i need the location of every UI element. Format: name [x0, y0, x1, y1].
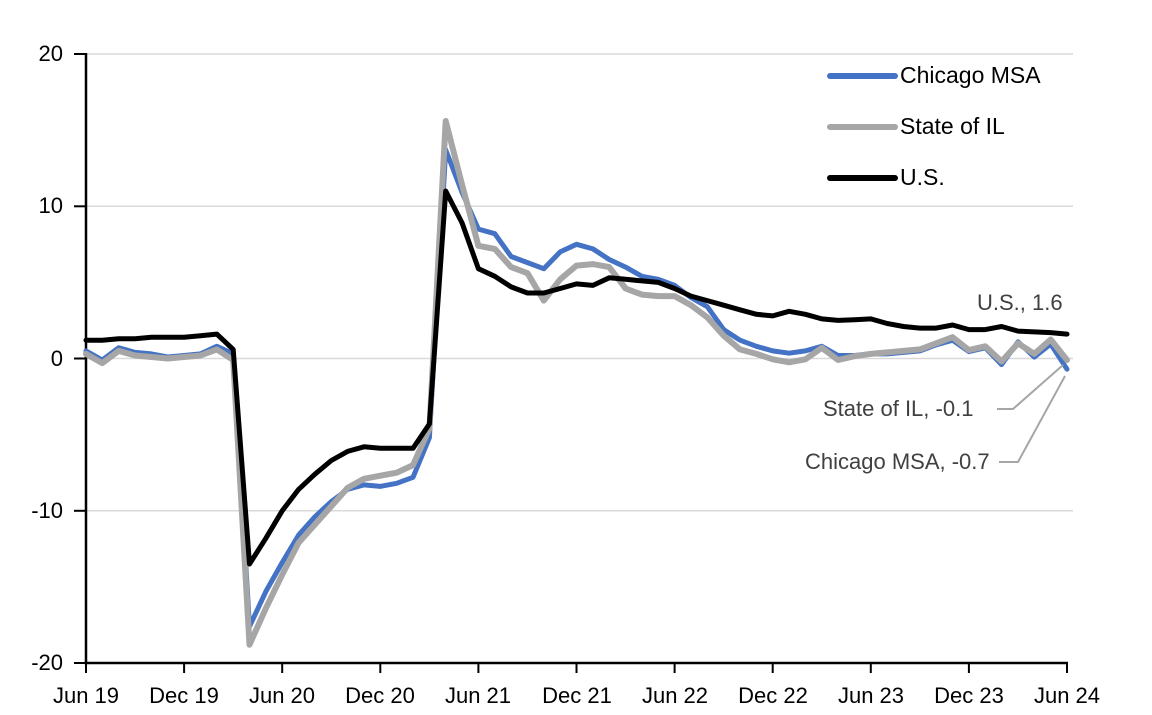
x-axis-tick-label: Dec 19 — [149, 683, 219, 708]
state-of-il-series-line — [83, 118, 1070, 648]
annotation-us: U.S., 1.6 — [977, 290, 1063, 315]
legend-label-state-of-il: State of IL — [900, 113, 1005, 139]
x-axis-tick-label: Jun 20 — [248, 683, 316, 708]
annotation-state-of-il: State of IL, -0.1 — [823, 396, 974, 421]
x-axis-tick-label: Dec 20 — [345, 683, 415, 708]
y-axis-tick-label: 0 — [50, 346, 63, 371]
annotation-chicago-msa: Chicago MSA, -0.7 — [805, 449, 990, 474]
x-axis-tick-label: Dec 21 — [542, 683, 612, 708]
legend-line-state-of-il-icon — [827, 123, 898, 130]
y-axis-tick-label: -20 — [31, 650, 63, 675]
x-axis-tick-label: Jun 19 — [52, 683, 120, 708]
legend-label-us: U.S. — [900, 164, 945, 190]
y-axis-tick-label: 10 — [38, 193, 63, 218]
legend: Chicago MSA State of IL U.S. — [827, 50, 1041, 203]
x-axis-tick-label: Jun 21 — [444, 683, 512, 708]
y-axis-tick-label: -10 — [31, 498, 63, 523]
x-axis-tick-label: Dec 22 — [738, 683, 808, 708]
y-axis-tick-label: 20 — [38, 41, 63, 66]
legend-line-us-icon — [827, 174, 898, 181]
legend-item-us: U.S. — [827, 152, 1041, 203]
annotation-leader-line — [999, 375, 1066, 463]
u-s-series-line — [83, 188, 1070, 567]
x-axis-tick-label: Dec 23 — [934, 683, 1004, 708]
legend-item-chicago-msa: Chicago MSA — [827, 50, 1041, 101]
legend-label-chicago-msa: Chicago MSA — [900, 62, 1041, 88]
x-axis-tick-label: Jun 22 — [641, 683, 709, 708]
legend-item-state-of-il: State of IL — [827, 101, 1041, 152]
legend-line-chicago-msa-icon — [827, 72, 898, 79]
x-axis-tick-label: Jun 23 — [837, 683, 905, 708]
x-axis-tick-label: Jun 24 — [1033, 683, 1101, 708]
annotation-leader-line — [997, 364, 1064, 410]
